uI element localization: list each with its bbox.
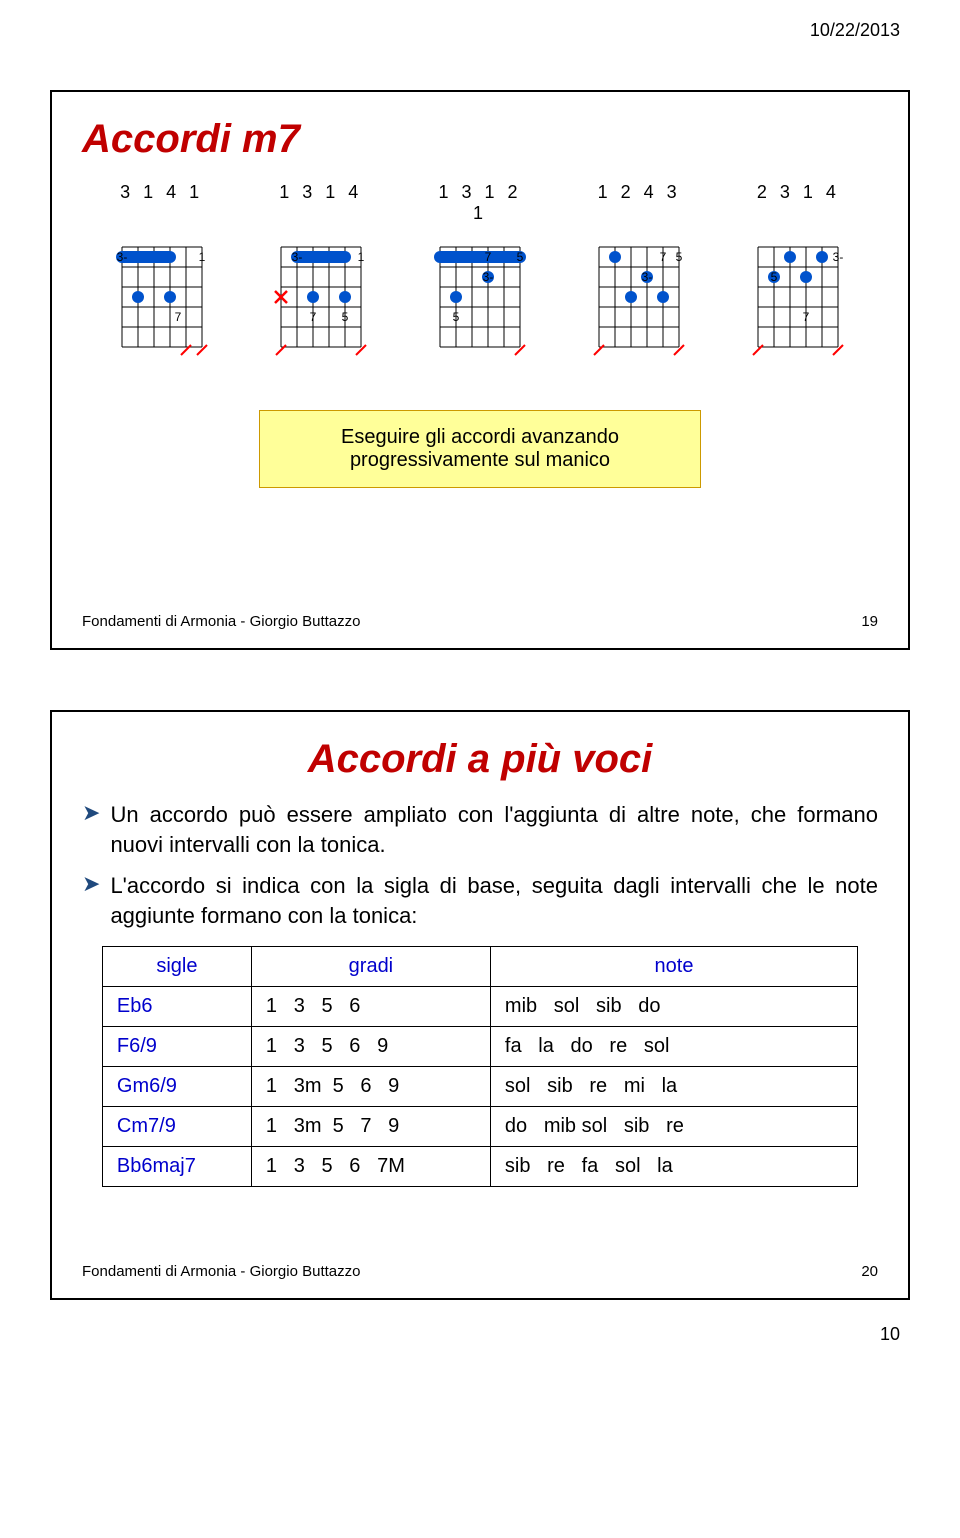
svg-text:7: 7 [485,250,492,264]
cell-note: do mib sol sib re [490,1106,857,1146]
footer-right: 19 [861,613,878,630]
cell-note: mib sol sib do [490,986,857,1026]
table-row: Cm7/9 1 3m 5 7 9 do mib sol sib re [102,1106,857,1146]
cell-sigle: Gm6/9 [102,1066,251,1106]
slide2-title: Accordi a più voci [82,737,878,782]
table-row: F6/9 1 3 5 6 9 fa la do re sol [102,1026,857,1066]
chord-diagram: 3- 1 7 [104,229,220,380]
bullet-2: ➤ L'accordo si indica con la sigla di ba… [82,871,878,930]
chord-table: sigle gradi note Eb6 1 3 5 6 mib sol sib… [102,946,858,1187]
fingering: 1 3 1 2 1 [430,182,530,224]
footer-left: Fondamenti di Armonia - Giorgio Buttazzo [82,1263,360,1280]
cell-gradi: 1 3m 5 6 9 [251,1066,490,1106]
bullet-text: Un accordo può essere ampliato con l'agg… [110,800,878,859]
svg-text:3-: 3- [291,250,302,264]
svg-text:7: 7 [803,310,810,324]
svg-text:5: 5 [517,250,524,264]
cell-note: sib re fa sol la [490,1146,857,1186]
slide-1: Accordi m7 3 1 4 1 1 3 1 4 1 3 1 2 1 1 2… [50,90,910,650]
svg-text:7: 7 [309,310,316,324]
footer-right: 20 [861,1263,878,1280]
svg-text:1: 1 [357,250,364,264]
svg-text:5: 5 [676,250,683,264]
slide-footer: Fondamenti di Armonia - Giorgio Buttazzo… [82,613,878,630]
cell-gradi: 1 3 5 6 7M [251,1146,490,1186]
chord-svg: 3- 5 7 [740,229,856,375]
arrow-icon: ➤ [82,800,100,826]
chord-svg: 75 3- [581,229,697,375]
table-header-row: sigle gradi note [102,946,857,986]
cell-sigle: Bb6maj7 [102,1146,251,1186]
svg-text:5: 5 [771,270,778,284]
page-number: 10 [880,1324,900,1345]
cell-note: fa la do re sol [490,1026,857,1066]
svg-text:3-: 3- [833,250,844,264]
chord-diagrams-row: 3-173-175753-5753-3-57 [82,229,878,380]
footer-left: Fondamenti di Armonia - Giorgio Buttazzo [82,613,360,630]
table-row: Bb6maj7 1 3 5 6 7M sib re fa sol la [102,1146,857,1186]
chord-svg: 3- 1 7 5 [263,229,379,375]
arrow-icon: ➤ [82,871,100,897]
header-sigle: sigle [102,946,251,986]
chord-svg: 7 5 3- 5 [422,229,538,375]
svg-text:3-: 3- [483,270,494,284]
table-row: Gm6/9 1 3m 5 6 9 sol sib re mi la [102,1066,857,1106]
cell-gradi: 1 3 5 6 9 [251,1026,490,1066]
cell-sigle: Eb6 [102,986,251,1026]
fingering: 1 3 1 4 [271,182,371,224]
chord-diagram: 7 5 3- 5 [422,229,538,380]
slide-2: Accordi a più voci ➤ Un accordo può esse… [50,710,910,1300]
svg-text:3-: 3- [642,270,653,284]
svg-text:3-: 3- [116,250,127,264]
svg-text:7: 7 [174,310,181,324]
chord-svg: 3- 1 7 [104,229,220,375]
fingerings-row: 3 1 4 1 1 3 1 4 1 3 1 2 1 1 2 4 3 2 3 1 … [82,182,878,224]
svg-text:5: 5 [453,310,460,324]
cell-gradi: 1 3 5 6 [251,986,490,1026]
cell-note: sol sib re mi la [490,1066,857,1106]
slide1-title: Accordi m7 [82,117,878,162]
chord-diagram: 3- 1 7 5 [263,229,379,380]
cell-sigle: Cm7/9 [102,1106,251,1146]
chord-diagram: 75 3- [581,229,697,380]
chord-diagram: 3- 5 7 [740,229,856,380]
header-gradi: gradi [251,946,490,986]
slide-footer: Fondamenti di Armonia - Giorgio Buttazzo… [82,1263,878,1280]
svg-text:5: 5 [341,310,348,324]
fingering: 2 3 1 4 [748,182,848,224]
header-note: note [490,946,857,986]
date-label: 10/22/2013 [810,20,900,41]
fingering: 1 2 4 3 [589,182,689,224]
bullet-1: ➤ Un accordo può essere ampliato con l'a… [82,800,878,859]
cell-gradi: 1 3m 5 7 9 [251,1106,490,1146]
cell-sigle: F6/9 [102,1026,251,1066]
instruction-box: Eseguire gli accordi avanzando progressi… [259,410,701,488]
page: 10/22/2013 Accordi m7 3 1 4 1 1 3 1 4 1 … [0,0,960,1360]
svg-text:7: 7 [660,250,667,264]
fingering: 3 1 4 1 [112,182,212,224]
bullet-text: L'accordo si indica con la sigla di base… [110,871,878,930]
table-row: Eb6 1 3 5 6 mib sol sib do [102,986,857,1026]
svg-text:1: 1 [198,250,205,264]
